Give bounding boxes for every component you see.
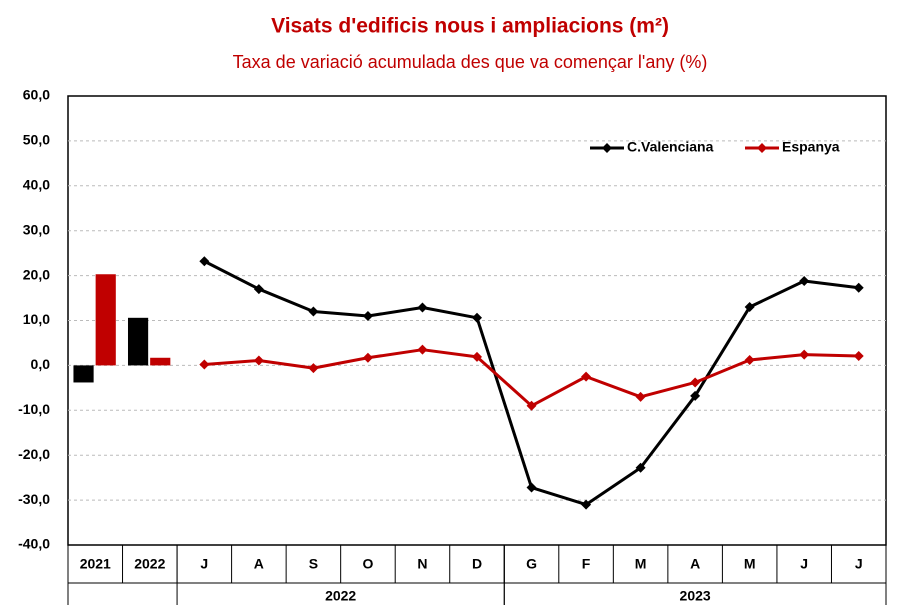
marker	[690, 390, 701, 401]
group-label: 2022	[325, 588, 356, 604]
y-tick-label: 10,0	[23, 311, 50, 327]
x-tick-label: M	[635, 556, 647, 572]
y-tick-label: 60,0	[23, 87, 50, 103]
y-tick-label: -20,0	[18, 446, 50, 462]
x-tick-label: S	[309, 556, 318, 572]
marker	[199, 359, 210, 370]
group-label: 2023	[680, 588, 711, 604]
x-tick-label: A	[690, 556, 700, 572]
x-tick-label: A	[254, 556, 264, 572]
marker	[581, 499, 592, 510]
marker	[472, 312, 482, 323]
marker	[744, 302, 755, 313]
marker	[744, 355, 755, 366]
line	[203, 259, 859, 507]
y-tick-label: 30,0	[23, 221, 50, 237]
marker	[853, 282, 864, 293]
y-tick-label: -10,0	[18, 401, 50, 417]
marker	[690, 377, 701, 388]
legend-label: C.Valenciana	[627, 139, 714, 155]
x-tick-label: J	[800, 556, 808, 572]
y-tick-label: -40,0	[18, 536, 50, 552]
bar	[127, 317, 149, 366]
marker	[635, 462, 646, 473]
y-tick-label: 50,0	[23, 132, 50, 148]
bar	[73, 365, 94, 383]
legend-marker	[757, 143, 767, 153]
bar	[95, 274, 116, 366]
marker	[417, 344, 428, 355]
y-tick-label: 40,0	[23, 177, 50, 193]
x-tick-label: 2021	[80, 556, 111, 572]
marker	[199, 256, 210, 267]
x-tick-label: O	[362, 556, 373, 572]
x-tick-label: M	[744, 556, 756, 572]
marker	[253, 284, 264, 295]
marker	[362, 311, 373, 322]
x-tick-label: G	[526, 556, 537, 572]
legend-label: Espanya	[782, 139, 840, 155]
chart-subtitle: Taxa de variació acumulada des que va co…	[233, 52, 708, 72]
marker	[472, 351, 482, 362]
y-tick-label: 0,0	[31, 356, 51, 372]
x-tick-label: N	[417, 556, 427, 572]
line	[204, 348, 859, 408]
chart-title: Visats d'edificis nous i ampliacions (m²…	[271, 15, 669, 38]
bar	[150, 357, 171, 366]
x-tick-label: D	[472, 556, 482, 572]
marker	[799, 275, 810, 286]
marker	[362, 352, 373, 363]
marker	[526, 400, 537, 411]
y-tick-label: 20,0	[23, 266, 50, 282]
x-tick-label: J	[855, 556, 863, 572]
x-tick-label: J	[200, 556, 208, 572]
legend-marker	[602, 143, 612, 153]
marker	[635, 391, 646, 402]
x-tick-label: 2022	[134, 556, 165, 572]
marker	[581, 371, 592, 382]
marker	[308, 306, 319, 317]
marker	[253, 355, 264, 366]
marker	[526, 482, 537, 493]
marker	[417, 302, 428, 313]
marker	[308, 363, 319, 374]
marker	[799, 349, 810, 360]
marker	[853, 350, 864, 361]
x-tick-label: F	[582, 556, 591, 572]
y-tick-label: -30,0	[18, 491, 50, 507]
